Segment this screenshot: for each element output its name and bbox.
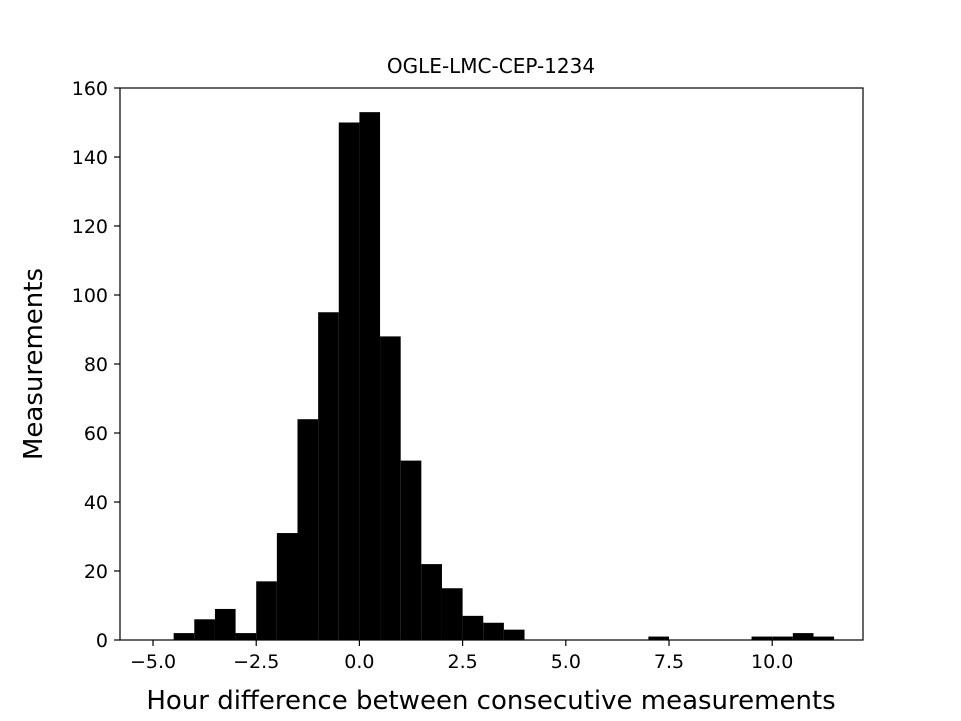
histogram-bar-20 xyxy=(792,633,814,640)
histogram-bar-7 xyxy=(318,312,339,640)
x-tick-label: −5.0 xyxy=(130,651,176,673)
y-tick-label: 80 xyxy=(84,354,108,376)
histogram-bar-21 xyxy=(813,636,835,640)
histogram-bar-8 xyxy=(338,122,360,640)
y-tick-label: 60 xyxy=(84,423,108,445)
y-tick-label: 0 xyxy=(96,630,108,652)
x-tick-label: −2.5 xyxy=(233,651,279,673)
histogram-bar-2 xyxy=(214,608,236,640)
y-tick-label: 160 xyxy=(72,78,108,100)
histogram-bar-9 xyxy=(359,112,381,640)
y-axis-ticks: 0 20 40 60 80 100 120 140 160 xyxy=(72,78,120,652)
histogram-bar-4 xyxy=(256,581,277,640)
plot-frame xyxy=(119,87,864,641)
histogram-bar-11 xyxy=(400,460,422,640)
y-axis-label: Measurements xyxy=(19,268,49,460)
y-tick-label: 40 xyxy=(84,492,108,514)
x-tick-label: 10.0 xyxy=(751,651,793,673)
histogram-bar-0 xyxy=(173,633,195,640)
bars-group xyxy=(173,112,835,640)
histogram-bar-17 xyxy=(648,636,669,640)
x-tick-label: 7.5 xyxy=(654,651,684,673)
y-tick-label: 100 xyxy=(72,285,108,307)
histogram-bar-19 xyxy=(772,636,793,640)
x-tick-label: 5.0 xyxy=(551,651,581,673)
x-axis-ticks: −5.0 −2.5 0.0 2.5 5.0 7.5 10.0 xyxy=(130,640,793,673)
histogram-bar-13 xyxy=(441,588,463,640)
histogram-bar-15 xyxy=(483,622,504,640)
y-tick-label: 20 xyxy=(84,561,108,583)
x-tick-label: 0.0 xyxy=(344,651,374,673)
histogram-bar-18 xyxy=(751,636,773,640)
histogram-bar-6 xyxy=(297,419,319,640)
histogram-bar-14 xyxy=(462,615,484,640)
histogram-bar-16 xyxy=(503,629,525,640)
y-tick-label: 120 xyxy=(72,216,108,238)
histogram-bar-5 xyxy=(276,533,298,640)
histogram-bar-3 xyxy=(235,633,257,640)
histogram-bar-12 xyxy=(421,564,442,640)
x-tick-label: 2.5 xyxy=(447,651,477,673)
chart-title: OGLE-LMC-CEP-1234 xyxy=(387,54,595,78)
y-tick-label: 140 xyxy=(72,147,108,169)
histogram-bar-10 xyxy=(380,336,401,640)
x-axis-label: Hour difference between consecutive meas… xyxy=(146,686,835,716)
histogram-bar-1 xyxy=(194,619,215,640)
